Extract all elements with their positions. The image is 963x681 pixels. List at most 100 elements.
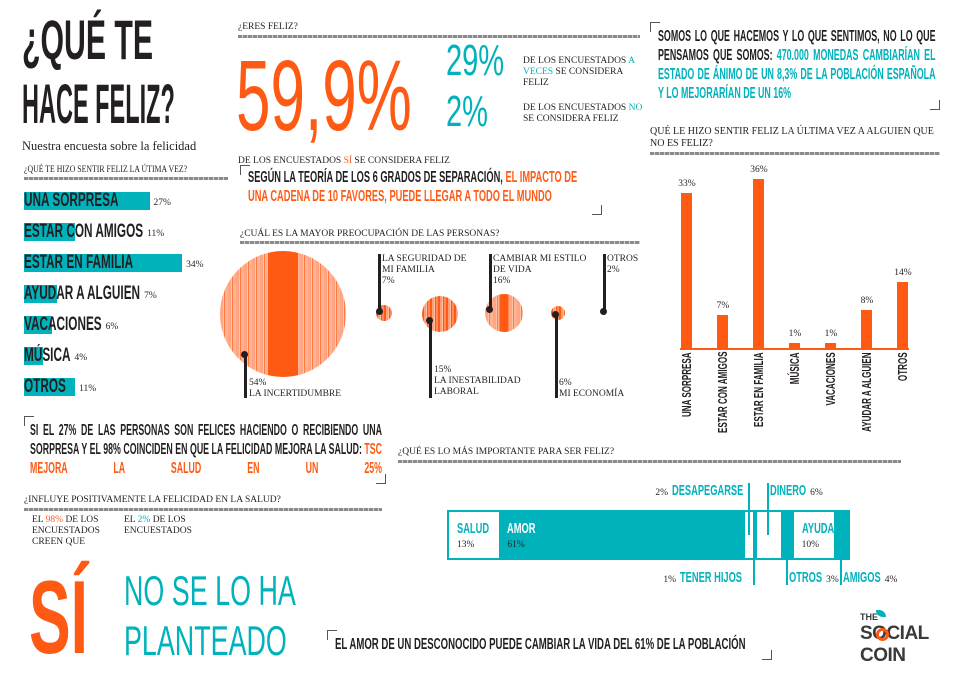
bubble-label-economia: 6% MI ECONOMÍA: [559, 378, 624, 400]
bubble-pct: 15%: [434, 365, 452, 375]
quote-top: SOMOS LO QUE HACEMOS Y LO QUE SENTIMOS, …: [650, 22, 940, 110]
corner-bracket: [762, 650, 772, 660]
salud-question: ¿INFLUYE POSITIVAMENTE LA FELICIDAD EN L…: [24, 495, 281, 505]
pointer-dot: [241, 351, 248, 358]
corner-bracket: [930, 100, 940, 110]
callout-line: [786, 555, 788, 585]
segment-label: AMOR: [507, 520, 536, 537]
callout-tener-hijos: TENER HIJOS: [680, 569, 743, 586]
bubble-label-inestabilidad: 15% LA INESTABILIDAD LABORAL: [434, 365, 534, 398]
callout-dinero: DINERO: [770, 482, 807, 499]
corner-bracket: [240, 165, 250, 175]
right-chart-baseline: [680, 348, 909, 350]
main-value: 59,9%: [236, 40, 412, 152]
bubble-name: LA INCERTIDUMBRE: [249, 389, 342, 399]
pointer-dot: [376, 308, 383, 315]
caption-emphasis: NO: [628, 103, 643, 113]
caption-text: SE CONSIDERA FELIZ: [352, 156, 450, 166]
stacked-segment: SALUD 13%: [447, 510, 500, 560]
social-coin-logo: THE SOCIAL COIN: [860, 610, 929, 667]
bar: [897, 282, 908, 348]
bar-category-label: OTROS: [895, 351, 910, 381]
segment-value: 61%: [507, 540, 525, 550]
segment-label: AYUDAR: [801, 520, 841, 537]
caption-text: DE LOS ENCUESTADOS: [238, 156, 344, 166]
quote-bottom-text: EL AMOR DE UN DESCONOCIDO PUEDE CAMBIAR …: [335, 636, 746, 653]
caption-pct: 2%: [137, 515, 151, 525]
coin-dot-icon: [876, 628, 889, 641]
bar: [24, 223, 76, 241]
bar-value-label: 7%: [716, 301, 730, 312]
title-line-1: ¿QUÉ TE: [22, 8, 154, 71]
bar: [24, 316, 52, 334]
divider: [24, 508, 382, 511]
callout-line: [840, 555, 842, 585]
no-answer-line2: PLANTEADO: [124, 617, 287, 664]
bar-value-label: 34%: [186, 260, 204, 270]
quote-bottom: EL AMOR DE UN DESCONOCIDO PUEDE CAMBIAR …: [327, 630, 772, 660]
stacked-segment: [753, 510, 758, 560]
stacked-segment: [757, 510, 782, 560]
caption-text: DE LOS ENCUESTADOS: [523, 103, 629, 113]
bar: [753, 178, 764, 348]
salud-no-answer: NO SE LO HA PLANTEADO: [124, 566, 392, 666]
callout-pct-otros: 3%: [826, 575, 839, 585]
bar-value-label: 11%: [79, 384, 97, 394]
segment-label: SALUD: [457, 520, 490, 537]
bar: [24, 192, 150, 210]
corner-bracket: [592, 205, 602, 215]
quote-dark: SOMOS LO QUE HACEMOS Y LO QUE SENTIMOS, …: [658, 28, 936, 64]
quote-orange: EL IMPACTO DE UNA CADENA DE 10 FAVORES, …: [248, 169, 578, 205]
pointer-line: [429, 320, 432, 398]
divider: [650, 152, 940, 155]
bar-value-label: 7%: [144, 291, 157, 301]
quote-orange: TSC MEJORA LA SALUD EN UN 25%: [30, 441, 382, 477]
a-veces-value: 29%: [446, 36, 534, 86]
quote-dark: SEGÚN LA TEORÍA DE LOS 6 GRADOS DE SEPAR…: [248, 169, 506, 186]
caption-text: DE LOS ENCUESTADOS: [124, 515, 192, 536]
callout-line: [748, 483, 750, 535]
divider: [398, 460, 901, 463]
caption-text: SE CONSIDERA FELIZ: [523, 114, 619, 124]
no-value: 2%: [446, 87, 510, 137]
no-number: 2%: [446, 87, 488, 136]
yes-answer: SÍ: [29, 560, 88, 676]
pointer-line: [603, 254, 606, 312]
bar: [24, 254, 183, 272]
bubble-label-otros: OTROS 2%: [607, 254, 638, 276]
bubble-name: CAMBIAR MI ESTILO DE VIDA: [493, 254, 587, 275]
bar-category-label: MÚSICA: [787, 351, 802, 384]
bubble-name: MI ECONOMÍA: [559, 389, 625, 399]
stacked-chart-title: ¿QUÉ ES LO MÁS IMPORTANTE PARA SER FELIZ…: [398, 447, 615, 457]
bubble-name: LA INESTABILIDAD LABORAL: [434, 376, 521, 397]
bar-label: ESTAR EN FAMILIA: [24, 252, 134, 273]
a-veces-number: 29%: [446, 36, 505, 85]
bubble-incertidumbre: [220, 251, 346, 377]
bar-category-label: VACACIONES: [823, 351, 838, 406]
segment-value: 10%: [801, 540, 819, 550]
bubble-pct: 16%: [493, 276, 511, 286]
corner-bracket: [650, 22, 660, 32]
pointer-line: [244, 354, 247, 398]
quote-left: SI EL 27% DE LAS PERSONAS SON FELICES HA…: [24, 416, 386, 484]
bar-label: VACACIONES: [24, 314, 102, 335]
bar-label: ESTAR CON AMIGOS: [24, 221, 144, 242]
bar-value-label: 27%: [153, 198, 171, 208]
no-caption: DE LOS ENCUESTADOS NO SE CONSIDERA FELIZ: [523, 103, 647, 125]
stacked-segment: [781, 510, 794, 560]
logo-coin: COIN: [860, 645, 906, 666]
title-line-2: HACE FELIZ?: [22, 72, 175, 135]
bar-value-label: 14%: [894, 268, 912, 279]
bubble-name: OTROS: [607, 254, 639, 264]
salud-no-caption: EL 2% DE LOS ENCUESTADOS: [124, 515, 204, 537]
bar-label: AYUDAR A ALGUIEN: [24, 283, 141, 304]
bar-value-label: 11%: [147, 229, 165, 239]
bar: [717, 315, 728, 348]
no-answer-line1: NO SE LO HA: [124, 567, 296, 614]
bar: [24, 378, 76, 396]
caption-text: DE LOS ENCUESTADOS: [523, 56, 629, 66]
caption-pct: 98%: [45, 515, 64, 525]
caption-text: EL: [32, 515, 46, 525]
salud-yes-answer: SÍ: [29, 558, 127, 678]
bar: [861, 310, 872, 348]
